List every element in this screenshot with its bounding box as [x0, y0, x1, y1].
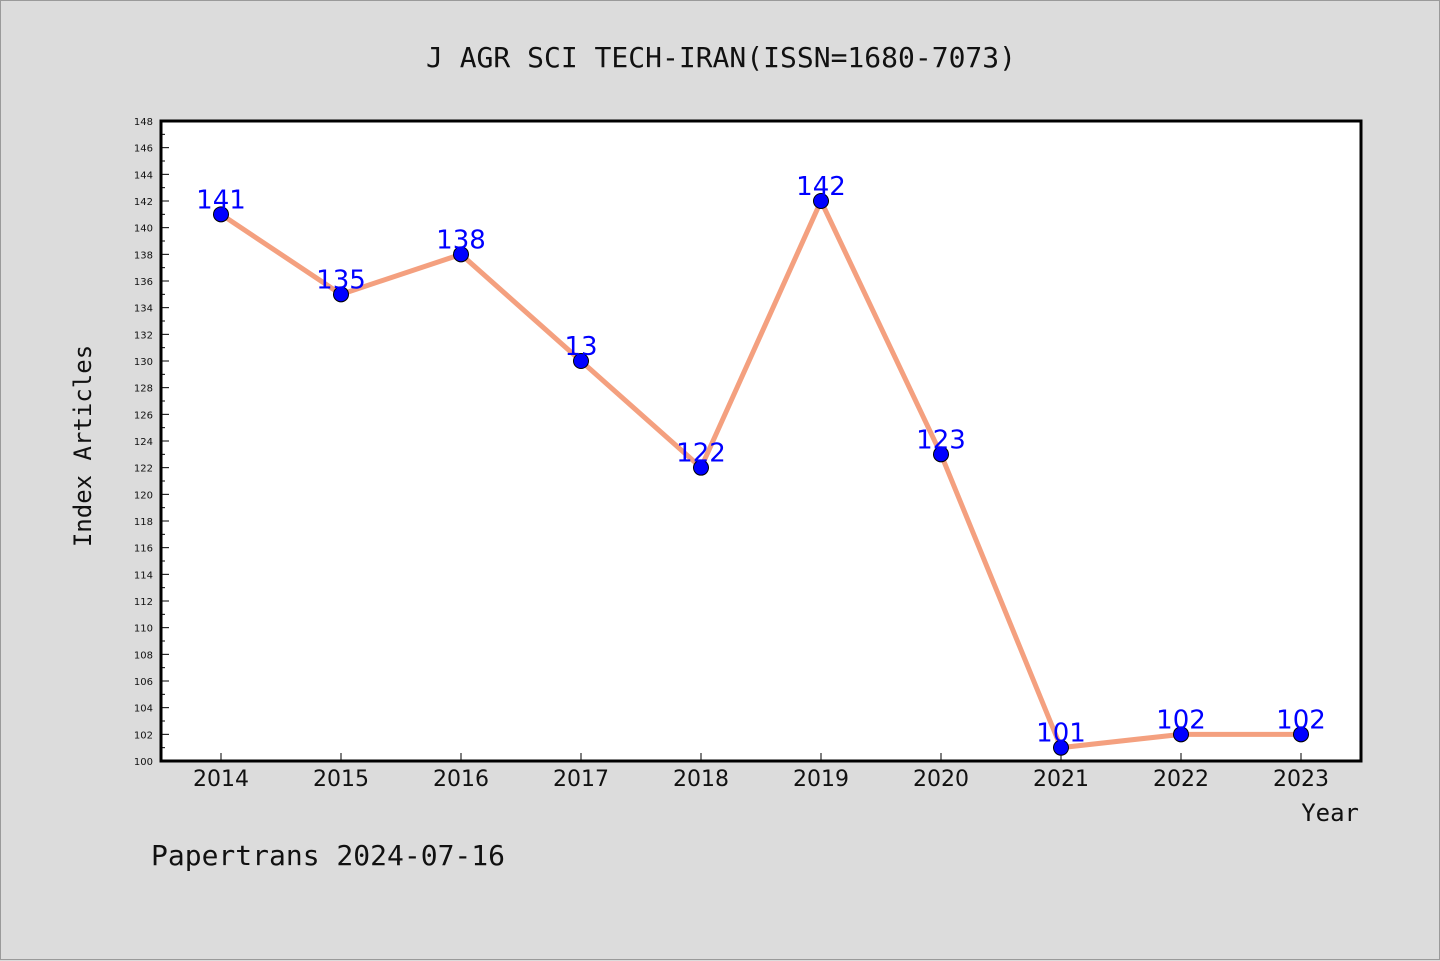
- plot-area: [161, 121, 1361, 761]
- data-point-2022: [1173, 726, 1189, 743]
- x-tick-label: 2022: [1153, 767, 1209, 792]
- data-point-2020: [933, 446, 949, 463]
- x-tick-label: 2023: [1273, 767, 1329, 792]
- x-tick-label: 2016: [433, 767, 489, 792]
- y-axis-label: Index Articles: [69, 345, 97, 547]
- x-tick-label: 2020: [913, 767, 969, 792]
- x-tick-label: 2019: [793, 767, 849, 792]
- y-tick-label: 128: [134, 384, 153, 395]
- y-tick-label: 122: [134, 464, 153, 475]
- y-axis: 100 102 104 106 108 110 112 114 116 118 120 122 124 1…: [134, 117, 169, 768]
- data-label-2014: 141: [196, 185, 246, 215]
- x-axis-label: Year: [1301, 799, 1359, 827]
- data-point-2017: [573, 353, 589, 369]
- data-label-2018: 122: [676, 439, 726, 469]
- x-tick-label: 2018: [673, 767, 729, 792]
- y-tick-label: 138: [134, 250, 153, 261]
- y-tick-label: 126: [134, 410, 153, 421]
- data-label-2015: 135: [316, 265, 366, 295]
- x-tick-label: 2014: [193, 767, 249, 792]
- data-label-2016: 138: [436, 225, 486, 255]
- data-point-2019: [813, 193, 829, 209]
- data-point-2015: [333, 286, 349, 303]
- y-tick-label: 130: [134, 357, 153, 368]
- y-tick-label: 102: [134, 730, 153, 741]
- y-tick-label: 146: [134, 144, 153, 155]
- y-tick-label: 110: [134, 624, 153, 635]
- data-label-2023: 102: [1276, 705, 1326, 735]
- chart-title: J AGR SCI TECH-IRAN(ISSN=1680-7073): [426, 41, 1016, 74]
- y-tick-label: 124: [134, 437, 153, 448]
- y-tick-label: 100: [134, 757, 153, 768]
- data-label-2022: 102: [1156, 705, 1206, 735]
- y-tick-label: 144: [134, 170, 153, 181]
- y-tick-label: 114: [134, 570, 153, 581]
- data-point-2016: [453, 246, 469, 263]
- data-point-2014: [213, 206, 229, 223]
- y-tick-label: 140: [134, 224, 153, 235]
- y-tick-label: 108: [134, 650, 153, 661]
- y-tick-label: 120: [134, 490, 153, 501]
- data-label-2017: 13: [564, 332, 597, 362]
- y-tick-label: 112: [134, 597, 153, 608]
- y-tick-label: 148: [134, 117, 153, 128]
- y-tick-label: 134: [134, 304, 153, 315]
- y-tick-label: 142: [134, 197, 153, 208]
- data-labels: 141 135 138 13 122 142 123 101 102 102: [196, 172, 1326, 749]
- data-points: [213, 193, 1309, 756]
- data-point-2018: [693, 459, 709, 476]
- x-axis: 2014 2015 2016 2017 2018 2019 2020 2021 2022 2023: [193, 753, 1329, 792]
- x-tick-label: 2017: [553, 767, 609, 792]
- y-tick-label: 118: [134, 517, 153, 528]
- data-label-2019: 142: [796, 172, 846, 202]
- series-line: [219, 195, 1301, 751]
- series-index-articles: [219, 195, 1301, 751]
- plot-frame: [159, 119, 1363, 763]
- y-tick-label: 116: [134, 544, 153, 555]
- y-tick-label: 106: [134, 677, 153, 688]
- footer-credit: Papertrans 2024-07-16: [151, 839, 505, 872]
- data-label-2021: 101: [1036, 719, 1086, 749]
- data-label-2020: 123: [916, 425, 966, 455]
- x-tick-label: 2015: [313, 767, 369, 792]
- y-tick-label: 136: [134, 277, 153, 288]
- data-point-2023: [1293, 726, 1309, 743]
- y-tick-label: 104: [134, 704, 153, 715]
- y-tick-label: 132: [134, 330, 153, 341]
- x-tick-label: 2021: [1033, 767, 1089, 792]
- data-point-2021: [1053, 739, 1069, 756]
